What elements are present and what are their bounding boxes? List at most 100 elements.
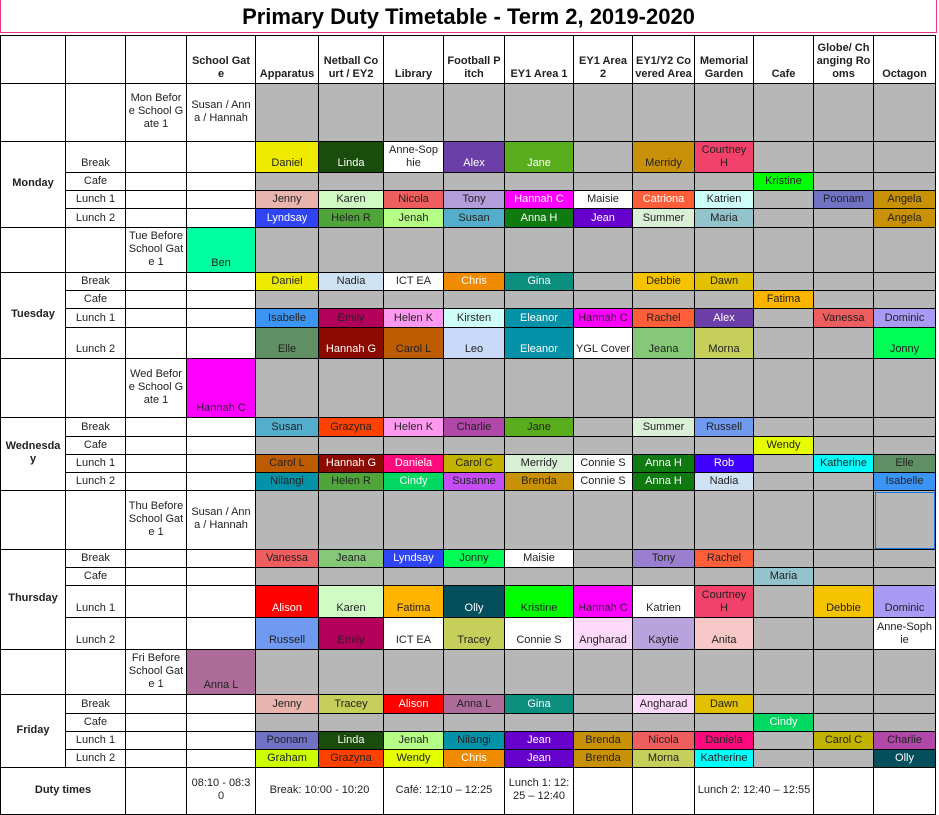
duty-cell[interactable]: Hannah C <box>573 585 633 618</box>
empty-duty-cell[interactable] <box>383 713 444 732</box>
empty-duty-cell[interactable] <box>255 713 319 732</box>
duty-cell[interactable]: Fatima <box>753 290 814 309</box>
period-label[interactable]: Cafe <box>65 290 126 309</box>
empty-cell[interactable] <box>186 694 256 714</box>
empty-duty-cell[interactable] <box>632 227 695 273</box>
empty-duty-cell[interactable] <box>753 549 814 568</box>
empty-cell[interactable] <box>125 713 187 732</box>
empty-cell[interactable] <box>65 358 126 418</box>
empty-duty-cell[interactable] <box>813 472 874 491</box>
cafe-time[interactable]: Café: 12:10 – 12:25 <box>383 767 505 815</box>
day-label[interactable]: Tuesday <box>0 272 66 359</box>
empty-duty-cell[interactable] <box>813 358 874 418</box>
empty-duty-cell[interactable] <box>632 83 695 142</box>
duty-cell[interactable]: Daniela <box>694 731 754 750</box>
duty-cell[interactable]: Courtney H <box>694 141 754 173</box>
duty-cell[interactable]: Rob <box>694 454 754 473</box>
duty-cell[interactable]: Charlie <box>873 731 936 750</box>
duty-cell[interactable]: Vanessa <box>813 308 874 328</box>
duty-cell[interactable]: Jean <box>504 731 574 750</box>
duty-cell[interactable]: Katrien <box>632 585 695 618</box>
empty-cell[interactable] <box>65 227 126 273</box>
duty-cell[interactable]: Helen R <box>318 208 384 228</box>
empty-duty-cell[interactable] <box>753 417 814 437</box>
duty-cell[interactable]: Tony <box>632 549 695 568</box>
period-label[interactable]: Lunch 2 <box>65 617 126 650</box>
empty-cell[interactable] <box>632 767 695 815</box>
duty-cell[interactable]: Olly <box>873 749 936 768</box>
column-header[interactable]: Football Pitch <box>443 35 505 84</box>
duty-cell[interactable]: Katherine <box>694 749 754 768</box>
duty-cell[interactable]: Fatima <box>383 585 444 618</box>
duty-cell[interactable]: ICT EA <box>383 272 444 291</box>
empty-cell[interactable] <box>186 417 256 437</box>
empty-duty-cell[interactable] <box>573 83 633 142</box>
duty-cell[interactable]: ICT EA <box>383 617 444 650</box>
empty-duty-cell[interactable] <box>813 749 874 768</box>
empty-cell[interactable] <box>186 749 256 768</box>
empty-duty-cell[interactable] <box>443 490 505 550</box>
period-label[interactable]: Lunch 1 <box>65 731 126 750</box>
empty-duty-cell[interactable] <box>383 649 444 695</box>
empty-duty-cell[interactable] <box>813 490 874 550</box>
duty-cell[interactable]: Eleanor <box>504 308 574 328</box>
empty-cell[interactable] <box>125 208 187 228</box>
duty-cell[interactable]: Lyndsay <box>255 208 319 228</box>
duty-cell[interactable]: Grazyna <box>318 417 384 437</box>
duty-cell[interactable]: Eleanor <box>504 327 574 359</box>
duty-cell[interactable]: Linda <box>318 731 384 750</box>
duty-cell[interactable]: Charlie <box>443 417 505 437</box>
duty-cell[interactable]: Jeana <box>318 549 384 568</box>
duty-cell[interactable]: Courtney H <box>694 585 754 618</box>
duty-cell[interactable]: Emily <box>318 308 384 328</box>
empty-duty-cell[interactable] <box>443 713 505 732</box>
empty-cell[interactable] <box>125 141 187 173</box>
duty-cell[interactable]: Vanessa <box>255 549 319 568</box>
empty-duty-cell[interactable] <box>873 272 936 291</box>
empty-duty-cell[interactable] <box>813 649 874 695</box>
break-time[interactable]: Break: 10:00 - 10:20 <box>255 767 384 815</box>
school-gate-cell[interactable]: Hannah C <box>186 358 256 418</box>
empty-cell[interactable] <box>573 767 633 815</box>
empty-cell[interactable] <box>0 649 66 695</box>
duty-cell[interactable]: Karen <box>318 585 384 618</box>
empty-cell[interactable] <box>186 567 256 586</box>
empty-cell[interactable] <box>125 454 187 473</box>
empty-duty-cell[interactable] <box>255 436 319 455</box>
empty-cell[interactable] <box>186 454 256 473</box>
empty-cell[interactable] <box>125 308 187 328</box>
duty-cell[interactable]: Kristine <box>753 172 814 191</box>
duty-cell[interactable]: Anna H <box>632 472 695 491</box>
column-header[interactable] <box>125 35 187 84</box>
duty-cell[interactable]: Carol L <box>255 454 319 473</box>
column-header[interactable] <box>65 35 126 84</box>
empty-duty-cell[interactable] <box>694 83 754 142</box>
empty-duty-cell[interactable] <box>255 83 319 142</box>
duty-cell[interactable]: Alex <box>443 141 505 173</box>
column-header[interactable]: School Gate <box>186 35 256 84</box>
empty-duty-cell[interactable] <box>873 358 936 418</box>
empty-cell[interactable] <box>125 290 187 309</box>
period-label[interactable]: Lunch 2 <box>65 208 126 228</box>
empty-duty-cell[interactable] <box>873 417 936 437</box>
empty-duty-cell[interactable] <box>753 358 814 418</box>
period-label[interactable]: Cafe <box>65 567 126 586</box>
duty-cell[interactable]: Brenda <box>573 731 633 750</box>
empty-duty-cell[interactable] <box>813 227 874 273</box>
empty-duty-cell[interactable] <box>318 713 384 732</box>
empty-duty-cell[interactable] <box>443 649 505 695</box>
duty-cell[interactable]: Catriona <box>632 190 695 209</box>
empty-duty-cell[interactable] <box>255 490 319 550</box>
empty-duty-cell[interactable] <box>318 290 384 309</box>
empty-duty-cell[interactable] <box>694 713 754 732</box>
duty-cell[interactable]: Kristine <box>504 585 574 618</box>
column-header[interactable]: Netball Court / EY2 <box>318 35 384 84</box>
duty-cell[interactable]: Hannah C <box>573 308 633 328</box>
lunch1-time[interactable]: Lunch 1: 12:25 – 12:40 <box>504 767 574 815</box>
period-label[interactable]: Lunch 1 <box>65 308 126 328</box>
empty-duty-cell[interactable] <box>504 713 574 732</box>
empty-cell[interactable] <box>125 327 187 359</box>
duty-cell[interactable]: Maria <box>753 567 814 586</box>
empty-duty-cell[interactable] <box>753 454 814 473</box>
before-school-label[interactable]: Thu Before School Gate 1 <box>125 490 187 550</box>
